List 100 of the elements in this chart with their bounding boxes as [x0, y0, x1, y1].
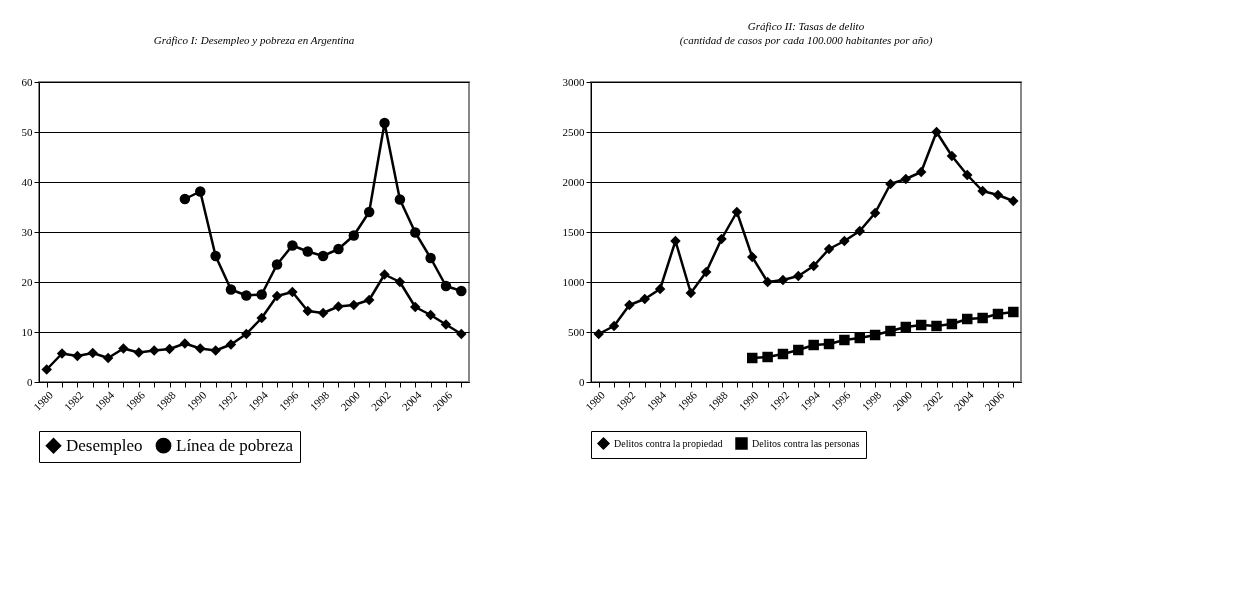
point [225, 339, 237, 350]
y-tick-label: 1000 [562, 275, 585, 288]
point [608, 320, 620, 332]
y-tick-label: 40 [21, 175, 33, 188]
point [195, 343, 206, 354]
chart-subtitle: (cantidad de casos por cada 100.000 habitantes por año) [679, 34, 933, 47]
point [777, 274, 789, 286]
y-tick-label: 3000 [562, 75, 585, 88]
point [456, 328, 467, 340]
y-tick-label: 0 [27, 375, 33, 388]
y-tick-label: 50 [21, 125, 33, 138]
point [1008, 195, 1019, 207]
point [762, 351, 773, 363]
point [379, 269, 390, 280]
point [394, 276, 406, 288]
point [747, 352, 758, 364]
point [670, 235, 681, 247]
point [685, 287, 697, 299]
point [992, 189, 1004, 201]
y-tick-label: 30 [21, 225, 33, 238]
chart-title: Gráfico II: Tasas de delito [747, 20, 865, 32]
point [869, 329, 881, 341]
point [241, 290, 252, 301]
point [348, 299, 360, 311]
point [287, 240, 298, 251]
point [440, 319, 452, 330]
point [456, 285, 467, 297]
point [946, 318, 958, 330]
point [915, 166, 927, 178]
legend-label: Desempleo [66, 435, 143, 455]
y-tick-label: 2500 [562, 125, 585, 138]
y-tick-label: 10 [21, 325, 33, 338]
point [716, 233, 727, 245]
point [931, 320, 942, 332]
point [271, 290, 283, 302]
point [624, 299, 635, 311]
point [333, 301, 344, 312]
legend-label: Línea de pobreza [176, 435, 294, 455]
point [164, 343, 175, 355]
point [317, 307, 329, 319]
point [977, 185, 988, 197]
point [179, 338, 191, 349]
point [287, 286, 298, 298]
point [823, 243, 835, 255]
point [885, 325, 896, 337]
point [379, 117, 390, 129]
legend-label: Delitos contra las personas [752, 437, 860, 449]
y-tick-label: 1500 [562, 225, 585, 238]
point [241, 328, 252, 340]
point [440, 280, 452, 292]
point [639, 293, 650, 305]
y-tick-label: 60 [21, 75, 33, 88]
point [225, 284, 237, 295]
point [410, 227, 421, 238]
y-tick-label: 500 [568, 325, 585, 338]
point [962, 169, 973, 181]
point [900, 321, 912, 333]
point [931, 126, 942, 138]
point [363, 206, 375, 218]
y-tick-label: 0 [579, 375, 585, 388]
point [946, 150, 958, 162]
point [793, 344, 804, 356]
point [348, 230, 360, 241]
point [777, 348, 789, 360]
point [839, 334, 850, 346]
point [700, 266, 712, 278]
point [333, 243, 344, 255]
point [839, 235, 850, 247]
point [179, 193, 191, 205]
point [302, 305, 313, 317]
point [256, 312, 267, 324]
point [869, 207, 881, 219]
point [195, 186, 206, 197]
point [210, 250, 221, 262]
point [900, 173, 912, 185]
legend-label: Delitos contra la propiedad [614, 437, 723, 449]
point [102, 352, 114, 364]
point [302, 246, 313, 257]
point [915, 319, 927, 331]
point [148, 345, 160, 356]
point [87, 347, 98, 359]
point [317, 250, 329, 262]
point [133, 347, 145, 358]
point [394, 194, 406, 205]
point [210, 345, 221, 356]
point [72, 350, 83, 362]
point [654, 283, 666, 295]
y-tick-label: 2000 [562, 175, 585, 188]
chart-title: Gráfico I: Desempleo y pobreza en Argentina [153, 34, 355, 46]
point [425, 309, 436, 321]
point [854, 332, 865, 344]
point [593, 328, 604, 340]
point [56, 348, 68, 359]
point [118, 343, 129, 354]
point [823, 338, 835, 350]
point [41, 364, 52, 375]
point [854, 225, 865, 237]
point [808, 260, 819, 272]
point [256, 289, 267, 300]
point [992, 308, 1004, 320]
